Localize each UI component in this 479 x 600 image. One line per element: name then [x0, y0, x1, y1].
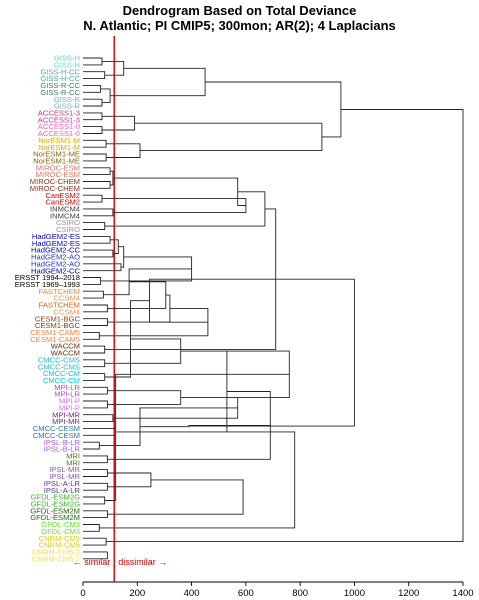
- leaf-label: GFDL-ESM2G: [31, 493, 80, 502]
- leaf-labels: GISS-HGISS-HGISS-H-CCGISS-H-CCGISS-R-CCG…: [15, 54, 81, 564]
- x-tick-label: 1200: [398, 588, 419, 599]
- leaf-label: MIROC-ESM: [36, 170, 80, 179]
- similar-annotation: ← similar: [73, 557, 111, 567]
- leaf-label: GFDL-CM3: [41, 520, 80, 529]
- leaf-label: CESM1-CAM5: [30, 335, 80, 344]
- leaf-label: CMCC-CM: [43, 369, 80, 378]
- leaf-label: CESM1-BGC: [35, 321, 81, 330]
- leaf-label: INMCM4: [50, 211, 80, 220]
- leaf-label: GFDL-CM3: [41, 527, 80, 536]
- leaf-label: NorESM1-M: [38, 143, 80, 152]
- leaf-label: ACCESS1-3: [38, 115, 80, 124]
- leaf-label: CESM1-BGC: [35, 314, 81, 323]
- leaf-label: CNRM-CM5: [39, 534, 80, 543]
- leaf-label: CESM1-CAM5: [30, 328, 80, 337]
- leaf-label: GISS-R-CC: [40, 81, 80, 90]
- dendrogram-branches: [83, 57, 464, 560]
- leaf-label: GISS-H: [54, 54, 80, 63]
- leaf-label: CMCC-CESM: [33, 431, 80, 440]
- leaf-label: MPI-P: [59, 403, 80, 412]
- leaf-label: CNRM-CM5-2: [32, 548, 80, 557]
- leaf-label: CMCC-CESM: [33, 424, 80, 433]
- leaf-label: ACCESS1-0: [38, 129, 80, 138]
- leaf-label: CCSM4: [53, 307, 80, 316]
- leaf-label: IPSL-MR: [49, 465, 80, 474]
- leaf-label: MRI: [66, 458, 80, 467]
- leaf-label: MPI-P: [59, 397, 80, 406]
- leaf-label: ACCESS1-3: [38, 108, 80, 117]
- leaf-label: GISS-R-CC: [40, 88, 80, 97]
- leaf-label: MRI: [66, 451, 80, 460]
- leaf-label: INMCM4: [50, 205, 80, 214]
- leaf-label: WACCM: [51, 349, 80, 358]
- leaf-label: CSIRO: [56, 218, 80, 227]
- leaf-label: GFDL-ESM2M: [30, 506, 80, 515]
- leaf-label: CMCC-CM: [43, 376, 80, 385]
- x-tick-label: 1000: [344, 588, 365, 599]
- leaf-label: ACCESS1-0: [38, 122, 80, 131]
- chart-subtitle: N. Atlantic; PI CMIP5; 300mon; AR(2); 4 …: [83, 18, 396, 33]
- leaf-label: CCSM4: [53, 294, 80, 303]
- leaf-label: HadGEM2-CC: [31, 266, 80, 275]
- threshold-group: ← similar dissimilar →: [73, 36, 167, 582]
- leaf-label: NorESM1-M: [38, 136, 80, 145]
- leaf-label: IPSL-A-LR: [44, 479, 81, 488]
- leaf-label: NorESM1-ME: [33, 157, 80, 166]
- leaf-label: CanESM2: [45, 198, 80, 207]
- leaf-label: GISS-R: [54, 95, 81, 104]
- leaf-label: GISS-R: [54, 102, 81, 111]
- leaf-label: WACCM: [51, 342, 80, 351]
- leaf-label: ERSST 1994–2018: [15, 273, 80, 282]
- branch-path: [83, 57, 464, 560]
- leaf-label: MPI-LR: [54, 390, 80, 399]
- leaf-label: MIROC-ESM: [36, 163, 80, 172]
- leaf-label: FASTCHEM: [39, 301, 80, 310]
- leaf-label: CSIRO: [56, 225, 80, 234]
- dissimilar-annotation: dissimilar →: [118, 557, 167, 567]
- leaf-label: GISS-H-CC: [40, 67, 80, 76]
- x-tick-label: 1400: [452, 588, 473, 599]
- leaf-label: FASTCHEM: [39, 287, 80, 296]
- leaf-label: HadGEM2-AO: [31, 253, 80, 262]
- leaf-label: CMCC-CMS: [38, 362, 80, 371]
- leaf-label: HadGEM2-CC: [31, 246, 80, 255]
- leaf-label: MIROC-CHEM: [30, 177, 80, 186]
- chart-title: Dendrogram Based on Total Deviance: [122, 3, 357, 18]
- x-tick-label: 0: [80, 588, 85, 599]
- leaf-label: MPI-MR: [52, 410, 80, 419]
- leaf-label: GISS-H: [54, 60, 80, 69]
- leaf-label: IPSL-B-LR: [44, 438, 81, 447]
- leaf-label: GISS-H-CC: [40, 74, 80, 83]
- leaf-label: CanESM2: [45, 191, 80, 200]
- leaf-label: GFDL-ESM2G: [31, 500, 80, 509]
- leaf-label: MPI-MR: [52, 417, 80, 426]
- leaf-label: MIROC-CHEM: [30, 184, 80, 193]
- x-tick-label: 600: [238, 588, 254, 599]
- leaf-label: IPSL-A-LR: [44, 486, 81, 495]
- x-tick-label: 800: [292, 588, 308, 599]
- leaf-label: CMCC-CMS: [38, 355, 80, 364]
- x-tick-label: 200: [129, 588, 145, 599]
- leaf-label: IPSL-B-LR: [44, 445, 81, 454]
- leaf-label: HadGEM2-ES: [32, 239, 80, 248]
- x-tick-label: 400: [184, 588, 200, 599]
- leaf-label: HadGEM2-AO: [31, 259, 80, 268]
- leaf-label: CNRM-CM5: [39, 541, 80, 550]
- leaf-label: MPI-LR: [54, 383, 80, 392]
- leaf-label: IPSL-MR: [49, 472, 80, 481]
- leaf-label: ERSST 1969–1993: [15, 280, 80, 289]
- leaf-label: NorESM1-ME: [33, 150, 80, 159]
- leaf-label: HadGEM2-ES: [32, 232, 80, 241]
- x-axis: 0 200 400 600 800 1000 1200 1400: [80, 581, 474, 599]
- leaf-label: CNRM-CM5-2: [32, 554, 80, 563]
- leaf-label: GFDL-ESM2M: [30, 513, 80, 522]
